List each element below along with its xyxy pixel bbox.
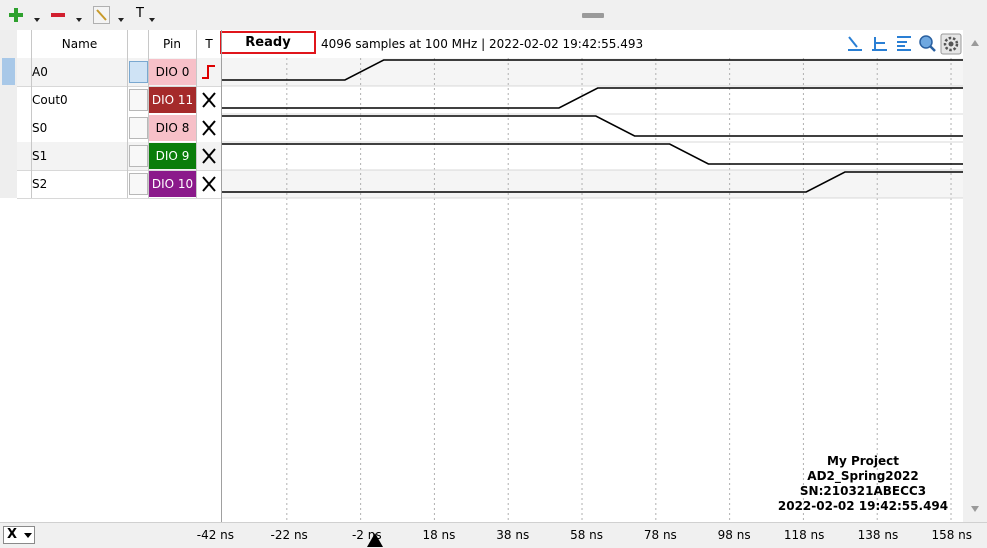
edit-signal-icon[interactable] xyxy=(129,145,148,167)
project-title: My Project xyxy=(827,454,899,468)
x-icon[interactable] xyxy=(198,114,220,142)
remove-dropdown-icon[interactable] xyxy=(76,18,82,22)
axis-selector[interactable]: X xyxy=(3,526,35,544)
splitter-grip[interactable] xyxy=(582,13,604,18)
toolbar: T xyxy=(0,0,987,30)
edit-dropdown-icon[interactable] xyxy=(118,18,124,22)
trigger-position-marker-icon[interactable] xyxy=(367,533,383,547)
signal-name[interactable]: A0 xyxy=(32,65,48,79)
serial-number: SN:210321ABECC3 xyxy=(799,484,927,498)
signal-row-s1[interactable]: S1 DIO 9 xyxy=(17,142,222,171)
text-dropdown-icon[interactable] xyxy=(149,18,155,22)
scroll-down-icon[interactable] xyxy=(971,506,979,512)
axis-tick-label: 118 ns xyxy=(783,528,825,542)
text-tool-button[interactable]: T xyxy=(136,6,144,21)
axis-tick-label: -22 ns xyxy=(270,528,308,542)
scroll-up-icon[interactable] xyxy=(971,40,979,46)
axis-tick-label: 98 ns xyxy=(717,528,751,542)
align-top-icon[interactable] xyxy=(897,36,911,51)
status-badge: Ready xyxy=(220,31,316,54)
time-axis[interactable]: X -42 ns -22 ns -2 ns 18 ns 38 ns 58 ns 78 ns 9… xyxy=(0,522,987,548)
signal-row-s0[interactable]: S0 DIO 8 xyxy=(17,114,222,143)
column-divider xyxy=(196,30,197,198)
pin-column-header[interactable]: Pin xyxy=(163,37,181,51)
axis-selector-label: X xyxy=(7,527,18,542)
waveform-trace-cout0[interactable] xyxy=(222,87,963,109)
cursor-icon[interactable] xyxy=(848,36,862,51)
pin-badge[interactable]: DIO 11 xyxy=(149,87,196,113)
trigger-column-header[interactable]: T xyxy=(205,37,213,51)
waveform-trace-s2[interactable] xyxy=(222,171,963,193)
name-column-header[interactable]: Name xyxy=(61,37,98,51)
vertical-scrollbar[interactable] xyxy=(963,30,987,522)
column-divider xyxy=(148,30,149,198)
chevron-down-icon[interactable] xyxy=(24,533,32,538)
pin-badge[interactable]: DIO 10 xyxy=(149,171,196,197)
waveform-trace-s0[interactable] xyxy=(222,115,963,137)
waveform-plot[interactable] xyxy=(222,58,963,522)
waveform-trace-s1[interactable] xyxy=(222,143,963,165)
settings-gear-icon[interactable] xyxy=(940,33,962,55)
edit-signal-icon[interactable] xyxy=(129,89,148,111)
pin-badge[interactable]: DIO 9 xyxy=(149,143,196,169)
project-info: My Project AD2_Spring2022 SN:210321ABECC… xyxy=(770,454,956,514)
axis-tick-label: 138 ns xyxy=(857,528,899,542)
waveform-row-background xyxy=(222,58,963,86)
align-left-icon[interactable] xyxy=(872,37,887,51)
signal-name[interactable]: Cout0 xyxy=(32,93,68,107)
x-icon[interactable] xyxy=(198,142,220,170)
signal-name[interactable]: S0 xyxy=(32,121,48,135)
pin-badge[interactable]: DIO 0 xyxy=(149,59,196,85)
column-divider xyxy=(127,30,128,198)
axis-tick-label: -2 ns xyxy=(351,528,382,542)
edit-signal-icon[interactable] xyxy=(129,173,148,195)
axis-tick-label: 158 ns xyxy=(931,528,973,542)
axis-tick-label: 58 ns xyxy=(570,528,604,542)
device-name: AD2_Spring2022 xyxy=(807,469,919,483)
axis-tick-label: 18 ns xyxy=(422,528,456,542)
axis-tick-label: -42 ns xyxy=(196,528,235,542)
waveform-row-background xyxy=(222,142,963,170)
x-icon[interactable] xyxy=(198,170,220,198)
view-tools xyxy=(848,33,962,55)
waveform-trace-a0[interactable] xyxy=(222,59,963,81)
axis-tick-label: 38 ns xyxy=(496,528,530,542)
row-selector-strip xyxy=(0,30,17,198)
axis-tick-label: 78 ns xyxy=(643,528,677,542)
edit-signal-icon[interactable] xyxy=(129,61,148,83)
selected-row-marker xyxy=(2,58,15,85)
waveform-row-background xyxy=(222,170,963,198)
signal-name[interactable]: S2 xyxy=(32,177,48,191)
capture-info: 4096 samples at 100 MHz | 2022-02-02 19:… xyxy=(321,37,644,51)
logic-analyzer-view: Name Pin T Ready 4096 samples at 100 MHz… xyxy=(0,30,987,522)
add-dropdown-icon[interactable] xyxy=(34,18,40,22)
signal-name[interactable]: S1 xyxy=(32,149,48,163)
pin-badge[interactable]: DIO 8 xyxy=(149,115,196,141)
signal-row-s2[interactable]: S2 DIO 10 xyxy=(17,170,222,199)
edit-signal-icon[interactable] xyxy=(129,117,148,139)
signal-row-cout0[interactable]: Cout0 DIO 11 xyxy=(17,86,222,115)
waveform-row-background xyxy=(222,114,963,142)
zoom-icon[interactable] xyxy=(919,35,936,52)
x-icon[interactable] xyxy=(198,86,220,114)
edit-icon[interactable] xyxy=(93,6,110,24)
project-timestamp: 2022-02-02 19:42:55.494 xyxy=(777,499,949,513)
rising-edge-icon[interactable] xyxy=(198,58,220,86)
plot-divider xyxy=(221,30,222,522)
plus-icon[interactable] xyxy=(8,6,24,24)
signal-row-a0[interactable]: A0 DIO 0 xyxy=(17,58,222,87)
minus-icon[interactable] xyxy=(50,6,66,24)
column-divider xyxy=(31,30,32,198)
